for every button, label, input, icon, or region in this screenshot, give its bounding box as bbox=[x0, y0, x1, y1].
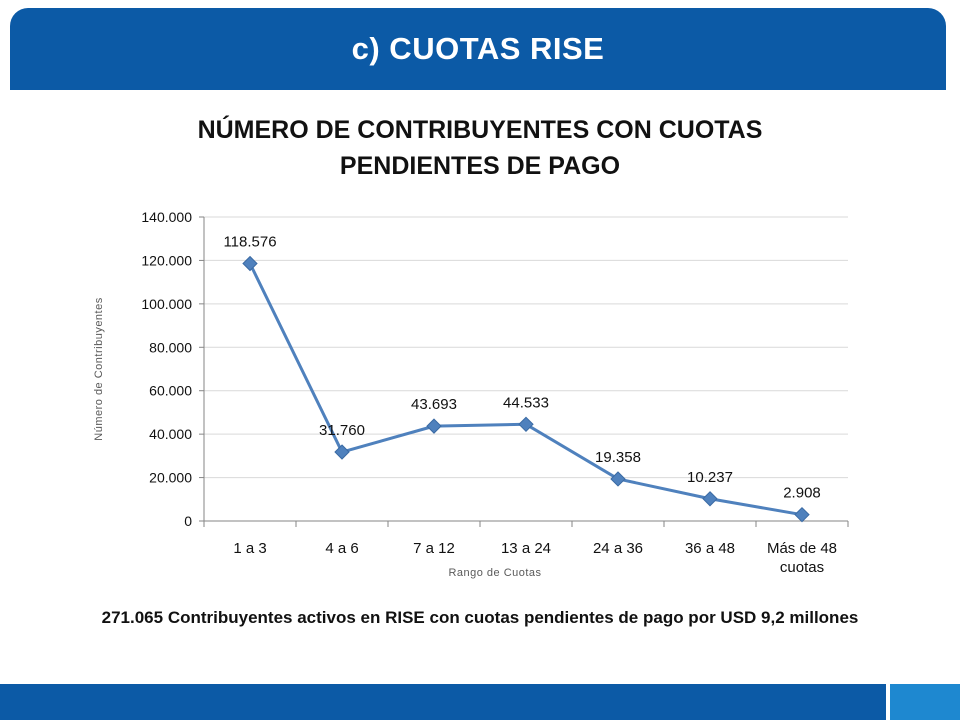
data-label: 31.760 bbox=[319, 422, 365, 439]
data-point bbox=[426, 418, 442, 434]
summary-text: 271.065 Contribuyentes activos en RISE c… bbox=[101, 608, 859, 627]
chart-title: NÚMERO DE CONTRIBUYENTES CON CUOTAS PEND… bbox=[180, 112, 780, 184]
data-point bbox=[242, 255, 258, 272]
chart-title-line-1: NÚMERO DE CONTRIBUYENTES CON CUOTAS bbox=[197, 116, 763, 144]
x-tick-label: 36 a 48 bbox=[685, 540, 735, 557]
data-point bbox=[794, 506, 810, 523]
x-axis-title: Rango de Cuotas bbox=[448, 567, 541, 579]
y-tick-label: 80.000 bbox=[149, 339, 192, 355]
y-axis-title: Número de Contribuyentes bbox=[93, 297, 105, 440]
x-tick-label: cuotas bbox=[780, 559, 824, 576]
y-tick-label: 40.000 bbox=[149, 426, 192, 442]
data-point bbox=[610, 471, 626, 487]
slide-title: c) CUOTAS RISE bbox=[351, 31, 605, 66]
y-tick-label: 140.000 bbox=[141, 209, 192, 225]
x-tick-label: Más de 48 bbox=[767, 540, 837, 557]
data-label: 43.693 bbox=[411, 396, 457, 413]
header-band bbox=[10, 8, 946, 90]
chart-title-line-2: PENDIENTES DE PAGO bbox=[339, 152, 621, 180]
data-label: 10.237 bbox=[687, 469, 733, 486]
data-label: 118.576 bbox=[223, 234, 276, 251]
data-label: 44.533 bbox=[503, 394, 549, 411]
line-chart: 0 20.000 40.000 60.000 80.000 100.000 120.000 1… bbox=[93, 209, 849, 579]
footer-accent bbox=[890, 684, 960, 720]
data-point bbox=[518, 416, 534, 433]
x-tick-label: 13 a 24 bbox=[501, 540, 551, 557]
y-tick-label: 20.000 bbox=[149, 470, 192, 486]
y-tick-label: 100.000 bbox=[141, 296, 192, 312]
data-point bbox=[702, 491, 718, 507]
data-label: 2.908 bbox=[783, 485, 821, 502]
x-tick-label: 24 a 36 bbox=[593, 540, 643, 557]
x-tick-label: 1 a 3 bbox=[233, 540, 266, 557]
x-tick-label: 4 a 6 bbox=[325, 540, 358, 557]
y-tick-label: 120.000 bbox=[141, 252, 192, 268]
data-point bbox=[334, 444, 350, 460]
data-label: 19.358 bbox=[595, 449, 641, 466]
y-tick-label: 60.000 bbox=[149, 383, 192, 399]
y-tick-label: 0 bbox=[184, 513, 192, 529]
footer-band bbox=[0, 684, 886, 720]
x-tick-label: 7 a 12 bbox=[413, 540, 455, 557]
